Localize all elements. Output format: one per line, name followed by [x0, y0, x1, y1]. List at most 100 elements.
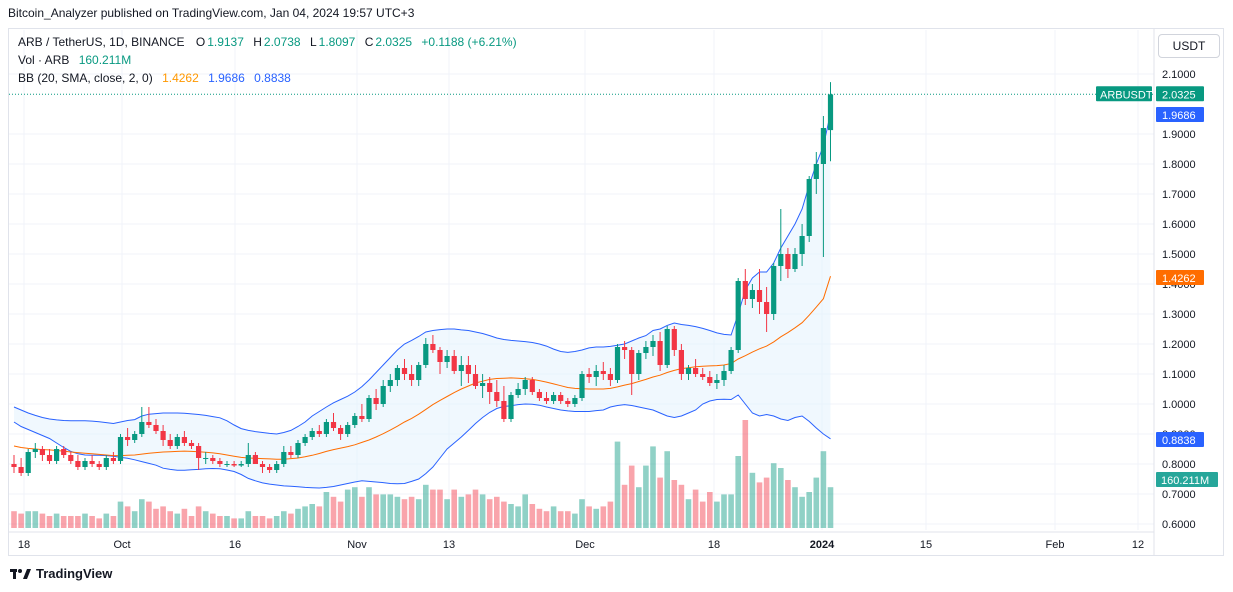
volume-bar	[806, 492, 812, 528]
volume-bar	[387, 494, 394, 528]
volume-bar	[699, 501, 706, 528]
volume-bar	[408, 496, 415, 528]
x-tick-label: 15	[920, 539, 932, 551]
candle-body	[366, 398, 372, 419]
bb-lower-line	[13, 394, 831, 489]
candle-body	[629, 350, 635, 374]
volume-bar	[25, 511, 31, 528]
candle-body	[416, 365, 422, 380]
volume-bar	[75, 516, 81, 528]
x-tick-label: Feb	[1046, 539, 1065, 551]
chart-panel[interactable]	[8, 28, 1224, 556]
volume-bar	[259, 516, 266, 528]
volume-bar	[352, 487, 358, 528]
candle-body	[643, 347, 649, 353]
volume-bar	[770, 463, 777, 528]
candle-body	[352, 416, 358, 425]
candle-body	[373, 398, 379, 404]
y-tick-label: 0.6000	[1162, 519, 1196, 531]
candle-body	[799, 236, 805, 254]
candle-body	[117, 437, 124, 461]
volume-bar	[337, 501, 344, 528]
volume-bar	[799, 496, 805, 528]
candle-body	[309, 431, 315, 437]
y-tick-label: 1.6000	[1162, 219, 1196, 231]
volume-bar	[323, 492, 330, 528]
candle-body	[678, 350, 684, 374]
bb-label: BB (20, SMA, close, 2, 0)	[18, 71, 153, 85]
candle-body	[338, 428, 344, 434]
candle-body	[522, 380, 528, 389]
last-price-tag: 2.0325	[1162, 89, 1196, 101]
volume-bar	[60, 516, 67, 528]
y-tick-label: 1.8000	[1162, 159, 1196, 171]
candle-body	[792, 254, 798, 269]
candle-body	[543, 398, 550, 401]
bb-mid-tag: 1.4262	[1162, 273, 1196, 285]
volume-bar	[139, 499, 145, 528]
volume-bar	[728, 494, 734, 528]
open-label: O	[195, 35, 206, 49]
currency-unit-button[interactable]: USDT	[1158, 34, 1220, 58]
volume-bar	[543, 511, 550, 528]
candle-body	[181, 437, 187, 443]
volume-bar	[46, 516, 53, 528]
x-tick-label: 18	[708, 539, 720, 551]
volume-bar	[238, 518, 244, 528]
x-tick-label: 16	[229, 539, 241, 551]
volume-bar	[678, 484, 685, 528]
volume-bar	[32, 511, 39, 528]
candle-body	[89, 461, 95, 464]
volume-bar	[479, 494, 486, 528]
candle-body	[224, 464, 230, 465]
volume-bar	[472, 489, 479, 528]
y-tick-label: 1.2000	[1162, 339, 1196, 351]
candle-body	[558, 395, 564, 401]
volume-bar	[252, 516, 259, 528]
candle-body	[11, 464, 17, 467]
volume-bar	[295, 508, 301, 528]
y-tick-label: 1.5000	[1162, 249, 1196, 261]
candle-body	[778, 254, 784, 266]
candle-body	[174, 437, 180, 446]
candle-body	[68, 455, 74, 461]
candle-body	[54, 449, 60, 461]
volume-bar	[721, 494, 727, 528]
volume-bar	[210, 513, 216, 528]
candle-body	[430, 344, 436, 350]
volume-bar	[486, 499, 493, 528]
candle-body	[18, 467, 24, 473]
volume-bar	[359, 496, 365, 528]
candle-body	[487, 383, 493, 392]
volume-bar	[636, 487, 642, 528]
candle-body	[685, 368, 692, 374]
candle-body	[238, 464, 244, 466]
volume-bar	[437, 489, 443, 528]
volume-label: Vol · ARB	[18, 53, 70, 67]
y-tick-label: 1.9000	[1162, 129, 1196, 141]
candle-body	[444, 356, 450, 362]
bb-upper-line	[13, 113, 831, 435]
candle-body	[210, 458, 216, 461]
volume-bar	[53, 513, 60, 528]
candle-body	[650, 341, 656, 347]
candle-body	[330, 422, 337, 428]
candle-body	[622, 347, 628, 350]
candle-body	[196, 446, 202, 458]
candle-body	[103, 458, 109, 467]
symbol-tag-bg	[1096, 86, 1152, 102]
volume-bar	[202, 511, 209, 528]
tradingview-logo[interactable]: TradingView	[10, 566, 112, 581]
volume-bar	[124, 506, 131, 528]
candle-body	[700, 374, 706, 377]
volume-bar	[557, 511, 564, 528]
candle-body	[465, 365, 471, 374]
volume-bar	[309, 504, 315, 528]
candle-body	[565, 401, 571, 404]
volume-bar	[785, 480, 791, 528]
candle-body	[785, 254, 791, 269]
candle-body	[742, 281, 748, 299]
volume-bar	[415, 499, 422, 528]
volume-bar	[110, 516, 117, 528]
